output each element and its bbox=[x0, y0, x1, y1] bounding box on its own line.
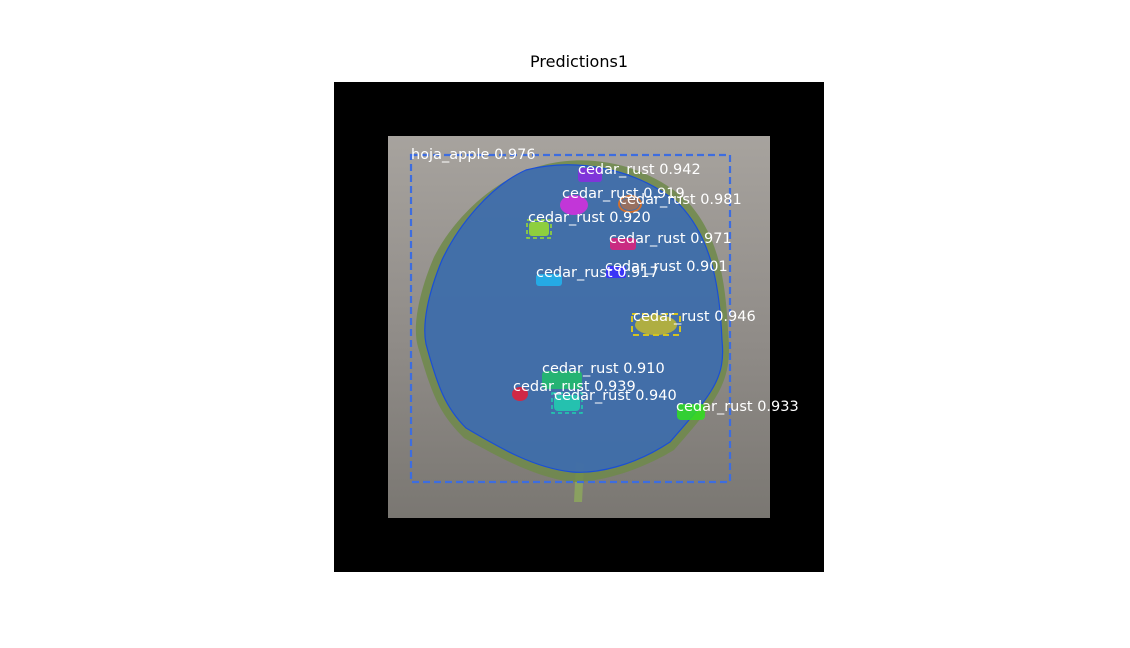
prediction-image: hoja_apple 0.976 cedar_rust 0.942 cedar_… bbox=[334, 82, 824, 572]
figure-title: Predictions1 bbox=[530, 52, 628, 71]
detection-overlay: hoja_apple 0.976 cedar_rust 0.942 cedar_… bbox=[409, 147, 799, 502]
rust-spot-12 bbox=[677, 404, 705, 420]
rust-spot-8 bbox=[631, 313, 681, 336]
label-cedar-rust-4: cedar_rust 0.920 bbox=[528, 210, 651, 226]
label-cedar-rust-9: cedar_rust 0.910 bbox=[542, 361, 665, 377]
rust-spot-6 bbox=[606, 266, 626, 278]
label-hoja-apple: hoja_apple 0.976 bbox=[411, 147, 536, 163]
leaf-mask bbox=[424, 164, 724, 473]
label-cedar-rust-7: cedar_rust 0.917 bbox=[536, 265, 659, 281]
rust-spot-2 bbox=[560, 195, 588, 215]
label-cedar-rust-3: cedar_rust 0.981 bbox=[619, 192, 742, 208]
label-cedar-rust-10: cedar_rust 0.939 bbox=[513, 379, 636, 395]
leaf-bounding-box bbox=[409, 153, 732, 484]
label-cedar-rust-5: cedar_rust 0.971 bbox=[609, 231, 732, 247]
label-cedar-rust-8: cedar_rust 0.946 bbox=[633, 309, 756, 325]
label-cedar-rust-2: cedar_rust 0.919 bbox=[562, 186, 685, 202]
rust-spot-11 bbox=[551, 392, 583, 414]
label-cedar-rust-11: cedar_rust 0.940 bbox=[554, 388, 677, 404]
rust-spot-1 bbox=[578, 168, 602, 182]
rust-spot-10 bbox=[512, 387, 528, 401]
rust-spot-9 bbox=[542, 371, 582, 389]
rust-spot-3 bbox=[618, 195, 642, 213]
label-cedar-rust-12: cedar_rust 0.933 bbox=[676, 399, 799, 415]
rust-spot-5 bbox=[610, 238, 636, 250]
label-cedar-rust-6: cedar_rust 0.901 bbox=[605, 259, 728, 275]
label-cedar-rust-1: cedar_rust 0.942 bbox=[578, 162, 701, 178]
rust-spot-4 bbox=[526, 219, 552, 239]
rust-spot-7 bbox=[536, 274, 562, 286]
